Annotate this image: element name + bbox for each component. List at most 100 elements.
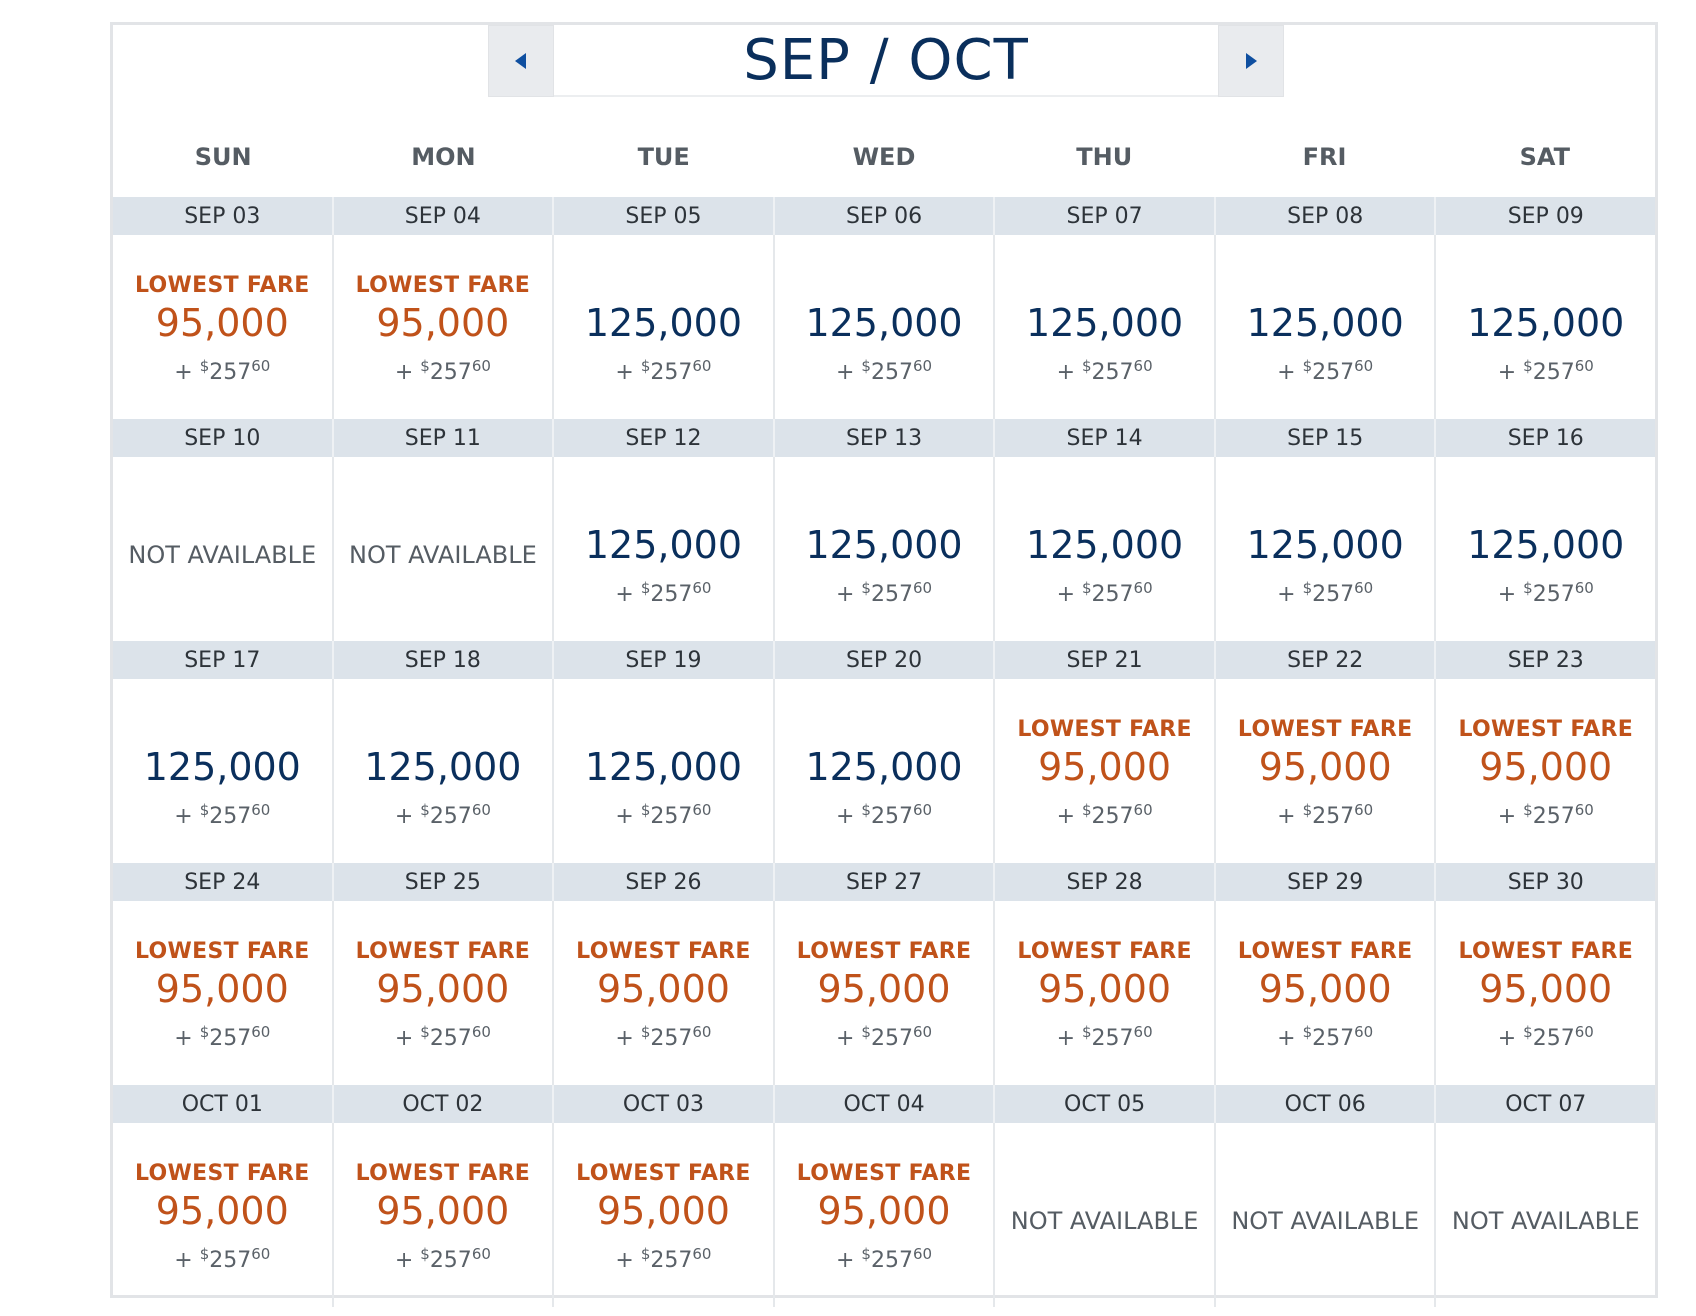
date-label: SEP 25 (334, 863, 555, 901)
miles-price: 125,000 (805, 522, 963, 567)
day-cell[interactable]: 125,000 + $25760 (1216, 457, 1437, 641)
day-cell[interactable]: LOWEST FARE 95,000 + $25760 (334, 1123, 555, 1307)
tax-cents: 60 (251, 1022, 271, 1041)
day-cell[interactable]: LOWEST FARE 95,000 + $25760 (1216, 679, 1437, 863)
tax-prefix: + (835, 1025, 862, 1051)
tax-prefix: + (174, 1025, 200, 1051)
day-cell[interactable]: LOWEST FARE 95,000 + $25760 (554, 1123, 775, 1307)
day-cell[interactable]: LOWEST FARE 95,000 + $25760 (1436, 679, 1655, 863)
date-label: OCT 07 (1505, 1091, 1587, 1117)
weekday-wed: WED (852, 143, 916, 171)
date-label: OCT 03 (554, 1085, 775, 1123)
tax-amount: + $25760 (395, 353, 491, 386)
date-label: SEP 27 (775, 863, 996, 901)
next-month-button[interactable] (1218, 25, 1284, 97)
day-cell[interactable]: LOWEST FARE 95,000 + $25760 (775, 1123, 996, 1307)
day-cell[interactable]: LOWEST FARE 95,000 + $25760 (775, 901, 996, 1085)
tax-cents: 60 (912, 356, 933, 375)
day-cell[interactable]: 125,000 + $25760 (113, 679, 334, 863)
tax-whole: 257 (1091, 581, 1134, 607)
currency-symbol: $ (1523, 1022, 1533, 1041)
day-cell[interactable]: LOWEST FARE 95,000 + $25760 (1436, 901, 1655, 1085)
day-cell[interactable]: LOWEST FARE 95,000 + $25760 (113, 901, 334, 1085)
day-cell: NOT AVAILABLE (113, 457, 334, 641)
date-label: SEP 11 (334, 419, 555, 457)
currency-symbol: $ (640, 578, 651, 597)
tax-amount: + $25760 (1498, 797, 1594, 830)
currency-symbol: $ (861, 1022, 871, 1041)
tax-whole: 257 (209, 359, 252, 385)
tax-whole: 257 (429, 1247, 472, 1273)
tax-prefix: + (174, 1247, 200, 1273)
day-cell[interactable]: 125,000 + $25760 (554, 457, 775, 641)
date-label: OCT 01 (113, 1085, 334, 1123)
tax-amount: + $25760 (1057, 353, 1153, 386)
tax-amount: + $25760 (1277, 353, 1373, 386)
tax-amount: + $25760 (836, 353, 932, 386)
day-cell[interactable]: LOWEST FARE 95,000 + $25760 (995, 901, 1216, 1085)
day-cell[interactable]: LOWEST FARE 95,000 + $25760 (113, 1123, 334, 1307)
day-cell[interactable]: LOWEST FARE 95,000 + $25760 (334, 235, 555, 419)
day-cell[interactable]: 125,000 + $25760 (995, 235, 1216, 419)
day-cell[interactable]: 125,000 + $25760 (554, 235, 775, 419)
date-label: SEP 08 (1216, 197, 1437, 235)
currency-symbol: $ (1523, 578, 1533, 597)
day-cell[interactable]: 125,000 + $25760 (995, 457, 1216, 641)
tax-whole: 257 (870, 1247, 913, 1273)
date-label: SEP 16 (1507, 425, 1584, 451)
currency-symbol: $ (1302, 1022, 1313, 1041)
month-title: SEP / OCT (554, 25, 1218, 97)
day-cell[interactable]: 125,000 + $25760 (1436, 235, 1655, 419)
tax-whole: 257 (1091, 359, 1134, 385)
lowest-fare-badge: LOWEST FARE (1237, 938, 1413, 964)
date-label: SEP 18 (334, 641, 555, 679)
miles-price: 95,000 (376, 966, 510, 1011)
miles-price: 125,000 (805, 744, 963, 789)
week-date-header: SEP 17 SEP 18 SEP 19 SEP 20 SEP 21 SEP 22 SEP … (113, 641, 1655, 679)
tax-whole: 257 (1532, 359, 1575, 385)
miles-price: 95,000 (155, 300, 289, 345)
tax-cents: 60 (912, 1244, 933, 1263)
date-label: SEP 05 (554, 197, 775, 235)
day-cell[interactable]: 125,000 + $25760 (1436, 457, 1655, 641)
miles-price: 95,000 (1258, 744, 1392, 789)
day-cell[interactable]: LOWEST FARE 95,000 + $25760 (334, 901, 555, 1085)
date-label: SEP 30 (1507, 869, 1584, 895)
day-cell[interactable]: 125,000 + $25760 (554, 679, 775, 863)
tax-amount: + $25760 (615, 353, 711, 386)
tax-amount: + $25760 (1498, 353, 1594, 386)
tax-prefix: + (615, 1247, 641, 1273)
currency-symbol: $ (420, 356, 430, 375)
day-cell[interactable]: LOWEST FARE 95,000 + $25760 (554, 901, 775, 1085)
miles-price: 95,000 (596, 1188, 730, 1233)
miles-price: 95,000 (1038, 744, 1172, 789)
currency-symbol: $ (861, 1244, 871, 1263)
tax-cents: 60 (471, 1022, 491, 1041)
lowest-fare-badge: LOWEST FARE (1458, 716, 1634, 742)
day-cell[interactable]: 125,000 + $25760 (775, 679, 996, 863)
day-cell: NOT AVAILABLE (995, 1123, 1216, 1307)
tax-cents: 60 (1354, 800, 1374, 819)
day-cell[interactable]: LOWEST FARE 95,000 + $25760 (113, 235, 334, 419)
prev-month-button[interactable] (488, 25, 554, 97)
tax-amount: + $25760 (395, 1019, 491, 1052)
miles-price: 125,000 (584, 300, 743, 345)
lowest-fare-badge: LOWEST FARE (576, 938, 751, 964)
tax-whole: 257 (870, 1025, 913, 1051)
miles-price: 95,000 (1479, 744, 1613, 789)
tax-amount: + $25760 (174, 1241, 270, 1274)
lowest-fare-badge: LOWEST FARE (576, 1160, 751, 1186)
week-date-header: SEP 24 SEP 25 SEP 26 SEP 27 SEP 28 SEP 29 SEP … (113, 863, 1655, 901)
tax-whole: 257 (650, 803, 693, 829)
day-cell[interactable]: 125,000 + $25760 (775, 457, 996, 641)
day-cell[interactable]: LOWEST FARE 95,000 + $25760 (1216, 901, 1437, 1085)
tax-prefix: + (1497, 1025, 1524, 1051)
day-cell[interactable]: 125,000 + $25760 (1216, 235, 1437, 419)
miles-price: 95,000 (376, 1188, 510, 1233)
day-cell[interactable]: 125,000 + $25760 (334, 679, 555, 863)
day-cell: NOT AVAILABLE (334, 457, 555, 641)
tax-prefix: + (835, 581, 862, 607)
day-cell[interactable]: LOWEST FARE 95,000 + $25760 (995, 679, 1216, 863)
currency-symbol: $ (861, 578, 871, 597)
day-cell[interactable]: 125,000 + $25760 (775, 235, 996, 419)
